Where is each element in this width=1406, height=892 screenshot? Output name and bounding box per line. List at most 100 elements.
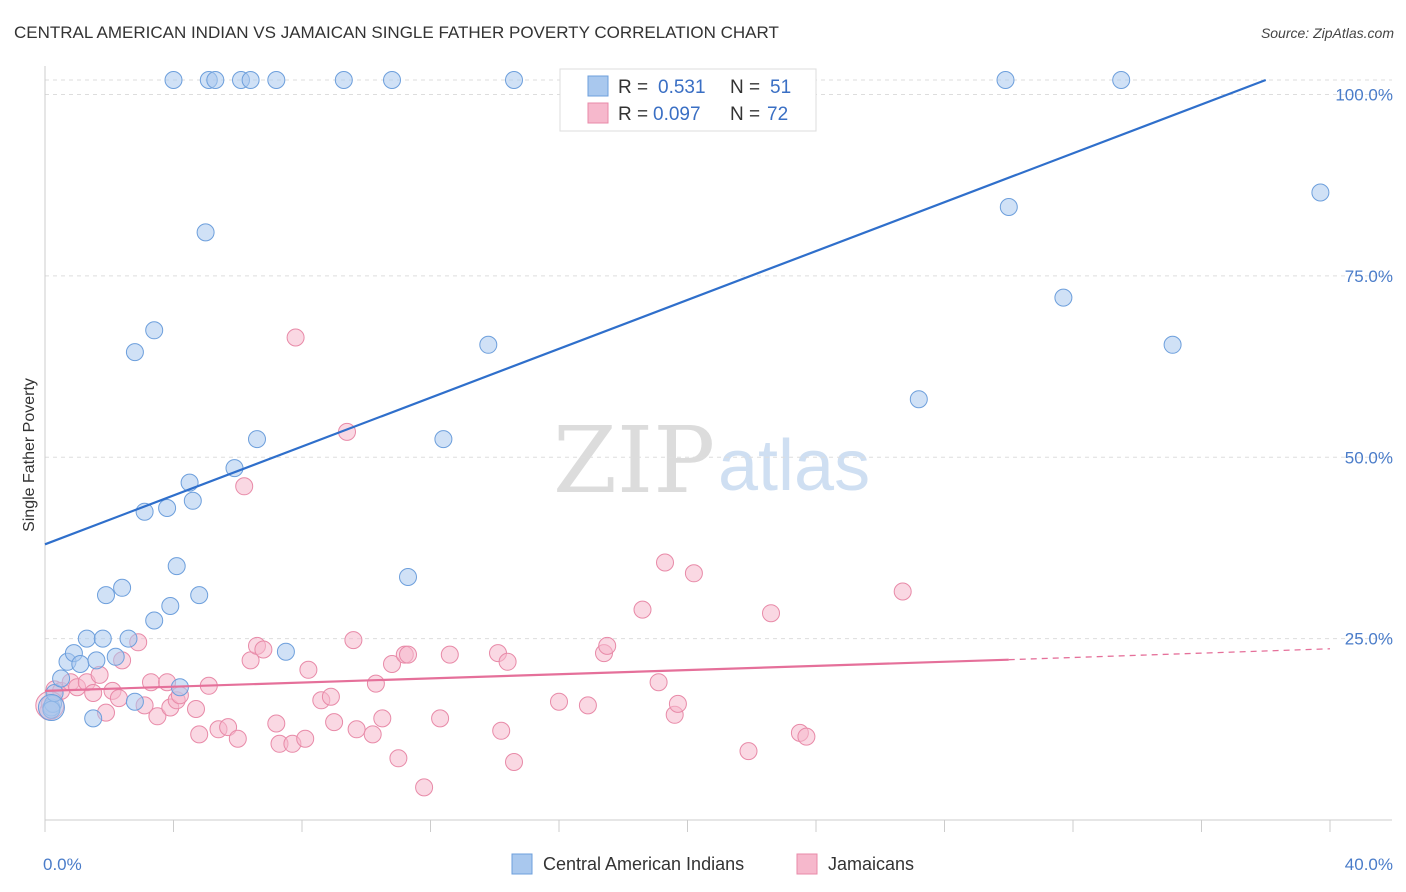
legend-n-value-1: 51 bbox=[770, 77, 791, 98]
central-american-indians-point-12 bbox=[106, 647, 125, 666]
jamaicans-point-34 bbox=[296, 729, 315, 748]
jamaicans-point-54 bbox=[498, 652, 517, 671]
central-american-indians-point-9 bbox=[87, 651, 106, 670]
jamaicans-point-10 bbox=[109, 689, 128, 708]
jamaicans-point-53 bbox=[492, 721, 511, 740]
jamaicans-point-49 bbox=[415, 778, 434, 797]
jamaicans-trend-extension bbox=[1008, 648, 1331, 661]
legend-n-label-2: N = bbox=[730, 104, 760, 125]
central-american-indians-point-39 bbox=[267, 71, 286, 89]
chart-title: CENTRAL AMERICAN INDIAN VS JAMAICAN SING… bbox=[14, 23, 779, 42]
central-american-indians-point-14 bbox=[119, 629, 138, 648]
y-tick-label-2: 75.0% bbox=[1345, 267, 1393, 286]
jamaicans-point-57 bbox=[578, 696, 597, 715]
central-american-indians-point-48 bbox=[996, 71, 1015, 89]
central-american-indians-point-43 bbox=[909, 390, 928, 409]
central-american-indians-point-15 bbox=[125, 692, 144, 711]
central-american-indians-point-49 bbox=[1112, 71, 1131, 89]
central-american-indians-point-32 bbox=[434, 430, 453, 449]
x-tick-label-1: 40.0% bbox=[1345, 855, 1393, 874]
central-american-indians-point-31 bbox=[399, 568, 417, 586]
jamaicans-point-45 bbox=[383, 655, 401, 673]
central-american-indians-point-13 bbox=[113, 578, 132, 597]
jamaicans-point-42 bbox=[363, 725, 382, 744]
legend-n-label-1: N = bbox=[730, 77, 760, 98]
central-american-indians-point-8 bbox=[84, 709, 103, 728]
central-american-indians-point-18 bbox=[158, 499, 177, 517]
central-american-indians-point-38 bbox=[241, 71, 260, 89]
central-american-indians-point-34 bbox=[164, 71, 183, 89]
jamaicans-point-41 bbox=[347, 720, 366, 739]
legend-r-value-2: 0.097 bbox=[653, 104, 701, 125]
bottom-legend: Central American Indians Jamaicans bbox=[511, 853, 914, 875]
jamaicans-point-48 bbox=[399, 645, 417, 664]
jamaicans-point-37 bbox=[321, 687, 340, 706]
central-american-indians-trend bbox=[44, 78, 1267, 546]
central-american-indians-point-26 bbox=[125, 343, 144, 362]
central-american-indians-cluster bbox=[37, 694, 65, 722]
legend-swatch-pink bbox=[587, 102, 609, 124]
central-american-indians-points bbox=[37, 71, 1330, 728]
jamaicans-point-30 bbox=[267, 714, 286, 733]
jamaicans-point-70 bbox=[893, 582, 912, 601]
y-tick-label-3: 100.0% bbox=[1335, 86, 1393, 105]
central-american-indians-point-6 bbox=[71, 655, 90, 673]
central-american-indians-point-45 bbox=[1054, 288, 1073, 307]
x-tick-label-0: 0.0% bbox=[43, 855, 82, 874]
central-american-indians-point-20 bbox=[167, 557, 186, 576]
y-tick-label-1: 50.0% bbox=[1345, 448, 1393, 467]
jamaicans-point-60 bbox=[633, 600, 652, 619]
axes bbox=[44, 66, 1392, 832]
jamaicans-point-40 bbox=[344, 631, 363, 650]
jamaicans-point-26 bbox=[235, 477, 254, 496]
central-american-indians-point-30 bbox=[276, 642, 295, 661]
jamaicans-point-50 bbox=[431, 709, 450, 728]
central-american-indians-point-47 bbox=[1311, 183, 1330, 202]
central-american-indians-point-23 bbox=[183, 491, 202, 510]
central-american-indians-point-19 bbox=[161, 597, 180, 615]
jamaicans-point-29 bbox=[254, 640, 273, 659]
jamaicans-point-24 bbox=[219, 718, 238, 737]
jamaicans-point-66 bbox=[739, 742, 758, 761]
jamaicans-point-6 bbox=[84, 684, 103, 702]
y-tick-label-0: 25.0% bbox=[1345, 630, 1393, 649]
watermark: ZIP atlas bbox=[553, 407, 870, 514]
legend-r-value-1: 0.531 bbox=[658, 77, 706, 98]
central-american-indians-point-40 bbox=[334, 71, 353, 89]
jamaicans-trend bbox=[44, 658, 1009, 692]
jamaicans-point-38 bbox=[325, 713, 344, 732]
central-american-indians-point-25 bbox=[196, 223, 215, 242]
bottom-legend-label-blue: Central American Indians bbox=[543, 854, 744, 874]
bottom-legend-swatch-blue bbox=[511, 853, 533, 875]
trend-lines bbox=[44, 78, 1331, 692]
legend-n-value-2: 72 bbox=[767, 104, 788, 125]
central-american-indians-point-41 bbox=[383, 71, 401, 89]
central-american-indians-point-3 bbox=[52, 669, 71, 688]
central-american-indians-point-17 bbox=[145, 611, 164, 630]
y-axis-label: Single Father Poverty bbox=[21, 378, 38, 532]
legend-r-label-2: R = bbox=[618, 104, 648, 125]
jamaicans-point-62 bbox=[656, 553, 674, 572]
central-american-indians-point-46 bbox=[1163, 335, 1182, 354]
jamaicans-point-55 bbox=[505, 753, 523, 771]
jamaicans-point-43 bbox=[366, 674, 385, 693]
jamaicans-point-15 bbox=[148, 707, 167, 726]
jamaicans-point-20 bbox=[187, 700, 205, 718]
jamaicans-point-56 bbox=[550, 692, 568, 711]
jamaicans-point-51 bbox=[440, 645, 459, 664]
y-tick-labels: 25.0% 50.0% 75.0% 100.0% bbox=[1335, 86, 1393, 649]
jamaicans-point-44 bbox=[373, 709, 392, 728]
jamaicans-point-61 bbox=[649, 673, 668, 692]
central-american-indians-point-29 bbox=[248, 430, 266, 449]
central-american-indians-point-33 bbox=[479, 335, 498, 354]
jamaicans-points bbox=[35, 328, 912, 797]
jamaicans-point-25 bbox=[228, 729, 247, 748]
central-american-indians-point-27 bbox=[145, 321, 164, 340]
jamaicans-point-65 bbox=[684, 564, 703, 583]
central-american-indians-point-44 bbox=[999, 198, 1018, 216]
chart-source: Source: ZipAtlas.com bbox=[1261, 25, 1394, 41]
jamaicans-point-35 bbox=[299, 660, 318, 679]
jamaicans-point-59 bbox=[598, 636, 617, 655]
central-american-indians-point-36 bbox=[206, 71, 225, 89]
